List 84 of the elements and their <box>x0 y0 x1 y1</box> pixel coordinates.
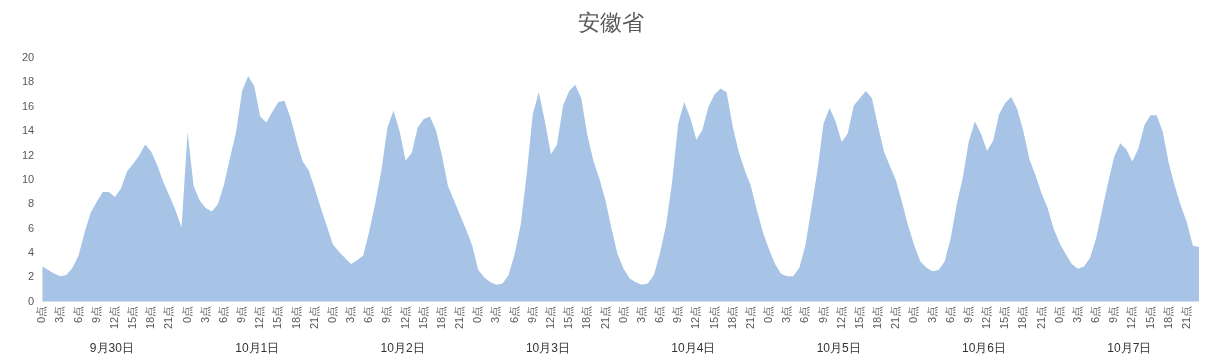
x-tick-label: 0点 <box>35 305 48 323</box>
x-tick-label: 12点 <box>980 305 993 330</box>
x-tick-label: 6点 <box>507 305 520 323</box>
text: 10月3日 <box>525 341 570 356</box>
x-tick-label: 21点 <box>598 305 611 330</box>
x-tick-label: 3点 <box>489 305 502 323</box>
x-tick-label: 18点 <box>1161 305 1174 330</box>
y-tick-label: 8 <box>28 197 35 210</box>
x-tick-label: 21点 <box>1179 305 1192 330</box>
x-tick-label: 6点 <box>1089 305 1102 323</box>
x-tick-label: 12点 <box>107 305 120 330</box>
x-tick-label: 0点 <box>180 305 193 323</box>
text: 10月1日 <box>235 341 280 356</box>
x-tick-label: 6点 <box>943 305 956 323</box>
x-tick-label: 0点 <box>907 305 920 323</box>
x-tick-label: 12点 <box>544 305 556 330</box>
x-tick-label: 9点 <box>816 305 829 323</box>
x-tick-label: 18点 <box>580 305 593 330</box>
x-tick-label: 6点 <box>71 305 84 323</box>
x-tick-label: 0点 <box>325 305 338 323</box>
x-tick-label: 9点 <box>961 305 974 323</box>
x-tick-label: 15点 <box>707 305 720 330</box>
chart-title: 安徽省 <box>576 9 645 37</box>
text: 9月30日 <box>89 341 134 356</box>
x-tick-label: 18点 <box>725 305 738 330</box>
text: 10月6日 <box>961 341 1007 356</box>
y-tick-label: 16 <box>21 99 35 112</box>
x-tick-label: 0点 <box>616 305 629 323</box>
x-tick-label: 15点 <box>416 305 429 330</box>
x-tick-label: 9点 <box>235 305 248 323</box>
text: 10月2日 <box>380 341 425 356</box>
x-tick-label: 12点 <box>398 305 411 330</box>
x-tick-label: 18点 <box>1016 305 1029 330</box>
y-tick-label: 12 <box>21 148 35 161</box>
x-tick-label: 6点 <box>216 305 229 323</box>
x-tick-label: 6点 <box>798 305 811 323</box>
x-tick-label: 12点 <box>689 305 702 330</box>
x-tick-label: 15点 <box>271 305 284 330</box>
x-tick-label: 15点 <box>126 305 139 330</box>
x-tick-label: 21点 <box>743 305 756 330</box>
x-tick-label: 9点 <box>1107 305 1120 323</box>
x-tick-label: 0点 <box>762 305 775 323</box>
y-tick-label: 20 <box>21 51 35 64</box>
x-tick-label: 9点 <box>525 305 538 323</box>
x-tick-label: 3点 <box>198 305 211 323</box>
x-tick-label: 15点 <box>998 305 1011 330</box>
x-tick-label: 3点 <box>1070 305 1083 323</box>
x-tick-label: 12点 <box>834 305 847 330</box>
x-tick-label: 21点 <box>162 305 175 330</box>
x-tick-label: 6点 <box>653 305 666 323</box>
x-tick-label: 6点 <box>362 305 375 323</box>
x-tick-label: 18点 <box>434 305 447 330</box>
x-tick-label: 15点 <box>562 305 575 330</box>
y-tick-label: 18 <box>21 75 35 88</box>
x-tick-label: 15点 <box>852 305 865 330</box>
x-tick-label: 3点 <box>53 305 66 323</box>
x-tick-label: 3点 <box>780 305 793 323</box>
y-tick-label: 4 <box>28 246 35 259</box>
x-tick-label: 18点 <box>144 305 157 330</box>
x-tick-label: 3点 <box>634 305 647 323</box>
y-tick-label: 10 <box>21 172 35 185</box>
x-tick-label: 3点 <box>344 305 357 323</box>
text: 10月7日 <box>1107 341 1152 356</box>
text: 10月5日 <box>816 341 861 356</box>
y-tick-label: 2 <box>28 270 35 283</box>
x-tick-label: 21点 <box>1034 305 1047 330</box>
x-tick-label: 9点 <box>380 305 393 323</box>
text: 10月4日 <box>671 341 716 356</box>
x-tick-label: 12点 <box>253 305 266 330</box>
y-tick-label: 14 <box>21 124 35 137</box>
x-tick-label: 21点 <box>453 305 466 330</box>
x-tick-label: 12点 <box>1125 305 1138 330</box>
x-tick-label: 21点 <box>307 305 320 330</box>
x-tick-label: 0点 <box>1052 305 1065 323</box>
x-tick-label: 3点 <box>925 305 938 323</box>
x-tick-label: 18点 <box>871 305 884 330</box>
y-tick-label: 0 <box>28 294 35 307</box>
x-tick-label: 0点 <box>471 305 484 323</box>
x-tick-label: 15点 <box>1143 305 1156 330</box>
x-tick-label: 18点 <box>289 305 302 330</box>
x-tick-label: 9点 <box>671 305 684 323</box>
y-tick-label: 6 <box>28 221 35 234</box>
x-tick-label: 21点 <box>889 305 902 330</box>
x-tick-label: 9点 <box>89 305 102 323</box>
